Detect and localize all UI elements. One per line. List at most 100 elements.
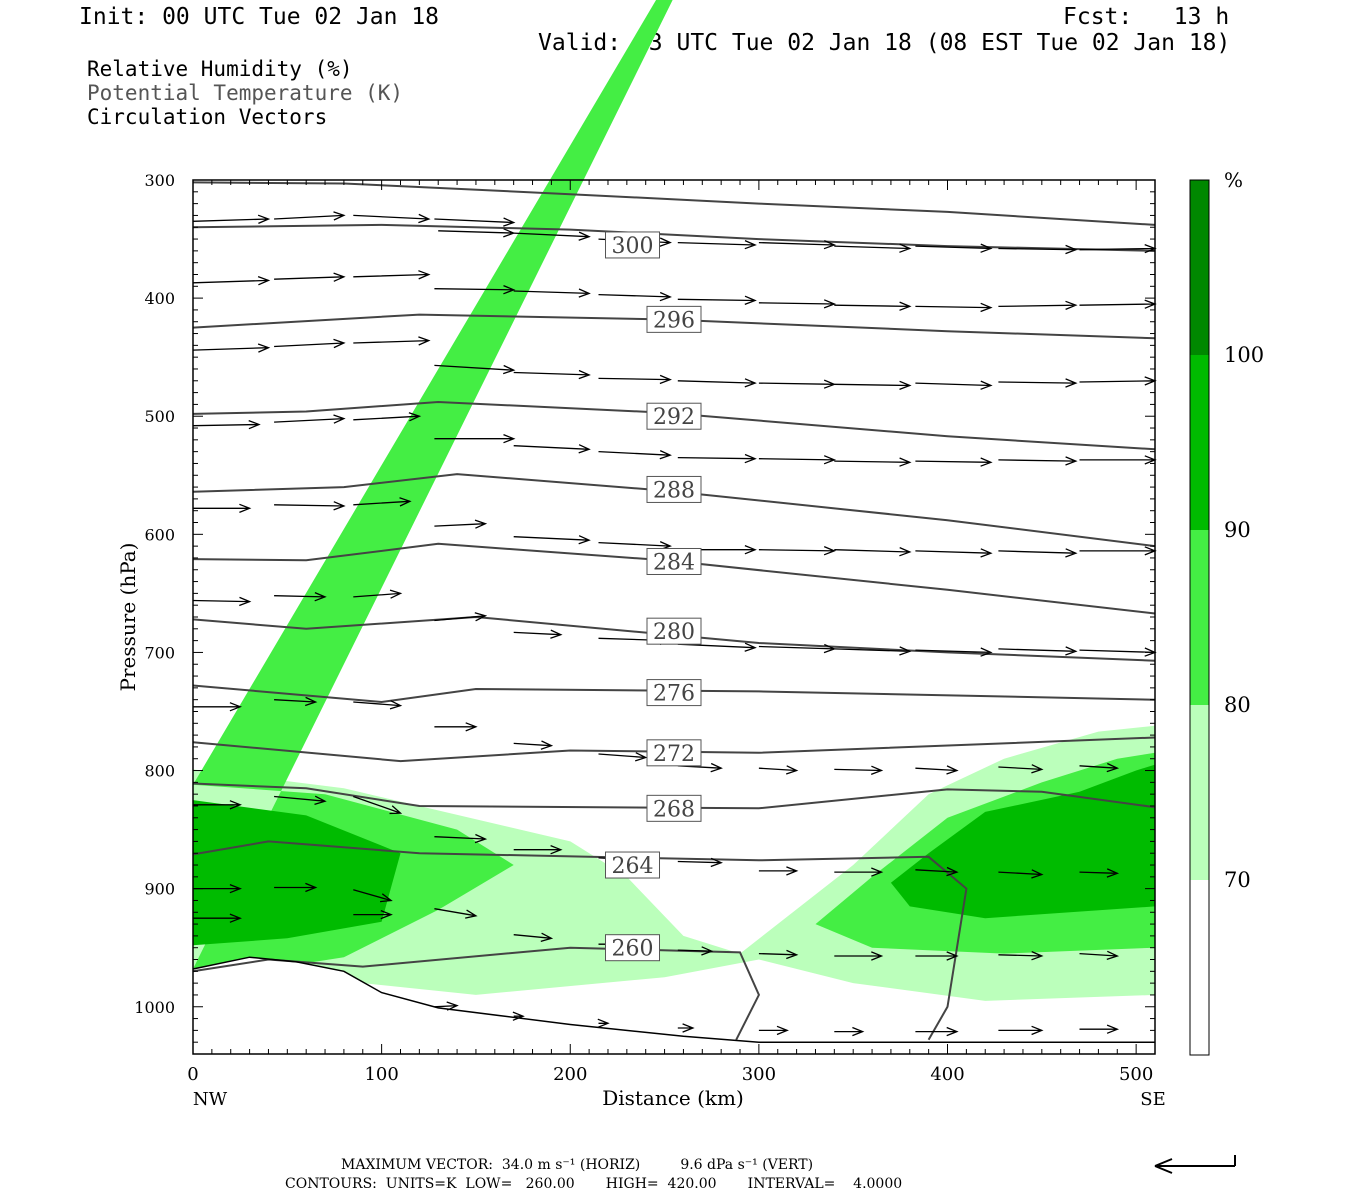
- circulation-vector: [353, 589, 403, 599]
- theta-label: 264: [612, 854, 654, 879]
- circulation-vector: [434, 612, 488, 622]
- circulation-vector: [834, 867, 884, 877]
- colorbar-level-label: 70: [1224, 868, 1251, 892]
- circulation-vector: [274, 211, 346, 221]
- circulation-vector: [192, 419, 261, 430]
- circulation-vector: [353, 497, 412, 507]
- x-tick-label: 100: [364, 1064, 398, 1085]
- rh-80-region-left: [193, 0, 673, 969]
- circulation-vector: [513, 932, 554, 943]
- circulation-vector: [353, 412, 422, 422]
- colorbar-level-label: 80: [1224, 693, 1251, 717]
- circulation-vector: [434, 908, 478, 919]
- colorbar-unit: %: [1224, 168, 1243, 192]
- circulation-vector: [434, 433, 516, 444]
- x-tick-label: 0: [187, 1064, 198, 1085]
- circulation-vector: [434, 722, 478, 732]
- circulation-vector: [192, 596, 252, 607]
- x-end-label-left: NW: [193, 1089, 228, 1110]
- circulation-vector: [915, 302, 993, 313]
- init-time: Init: 00 UTC Tue 02 Jan 18: [79, 4, 440, 30]
- legend-potential-temperature: Potential Temperature (K): [87, 81, 404, 105]
- legend-relative-humidity: Relative Humidity (%): [87, 57, 353, 81]
- circulation-vector: [274, 696, 318, 707]
- circulation-vector: [677, 857, 723, 868]
- theta-label: 300: [612, 234, 654, 259]
- y-tick-label: 800: [144, 762, 175, 781]
- theta-label-box: [646, 794, 702, 822]
- circulation-vector: [998, 300, 1078, 311]
- circulation-vector: [1079, 455, 1157, 465]
- circulation-vector: [677, 642, 757, 652]
- circulation-vector: [998, 951, 1044, 961]
- circulation-vector: [513, 740, 554, 750]
- below-ground: [193, 957, 1155, 1054]
- circulation-vector: [834, 457, 912, 467]
- circulation-vector: [998, 548, 1078, 558]
- rh-fill-layer: [193, 0, 1155, 1054]
- circulation-vector: [1079, 647, 1157, 657]
- y-tick-label: 300: [144, 171, 175, 190]
- circulation-vector: [998, 244, 1078, 255]
- circulation-vector: [758, 379, 837, 389]
- circulation-vector: [915, 765, 959, 775]
- circulation-vector: [192, 214, 271, 224]
- circulation-vector: [1079, 1024, 1120, 1034]
- theta-contour-line: [192, 782, 1156, 810]
- circulation-vector: [513, 231, 591, 241]
- circulation-vector: [915, 380, 993, 390]
- theta-contour-line: [192, 615, 1156, 662]
- circulation-vector: [192, 343, 271, 353]
- x-tick-label: 500: [1119, 1064, 1153, 1085]
- circulation-vector: [513, 629, 563, 639]
- circulation-vector: [834, 547, 912, 557]
- circulation-vector: [834, 380, 912, 391]
- circulation-vector: [512, 1011, 525, 1021]
- circulation-vector: [513, 288, 591, 298]
- circulation-vector: [353, 889, 393, 903]
- rh-90-region-left: [193, 800, 401, 946]
- theta-contour-line: [192, 840, 968, 1041]
- circulation-vector: [434, 284, 516, 295]
- circulation-vector: [434, 217, 516, 227]
- circulation-vector: [677, 1023, 695, 1033]
- y-axis-title: Pressure (hPa): [116, 543, 140, 692]
- circulation-vector: [274, 795, 327, 806]
- circulation-vector: [1079, 546, 1157, 556]
- circulation-vector: [998, 378, 1078, 388]
- circulation-vector: [193, 913, 242, 923]
- circulation-vector-layer: [192, 211, 1157, 1037]
- circulation-vector: [438, 228, 516, 238]
- circulation-vector: [597, 1018, 610, 1029]
- circulation-vector: [677, 453, 757, 464]
- circulation-vector: [598, 752, 648, 762]
- theta-label: 272: [653, 742, 695, 767]
- theta-contour-line: [192, 473, 1156, 548]
- y-tick-label: 1000: [134, 998, 175, 1017]
- y-tick-label: 400: [144, 289, 175, 308]
- theta-label-box: [605, 934, 661, 962]
- circulation-vector: [1079, 299, 1157, 309]
- circulation-vector: [353, 270, 431, 280]
- circulation-vector: [677, 295, 757, 306]
- circulation-vector: [998, 764, 1044, 774]
- theta-label: 268: [653, 797, 695, 822]
- circulation-vector: [434, 519, 488, 529]
- circulation-vector: [915, 647, 993, 657]
- circulation-vector: [513, 844, 563, 855]
- circulation-vector: [598, 450, 672, 460]
- circulation-vector: [834, 646, 912, 656]
- y-tick-label: 600: [144, 525, 175, 544]
- circulation-vector: [434, 1001, 459, 1011]
- circulation-vector: [758, 765, 799, 775]
- contour-note: CONTOURS: UNITS=K LOW= 260.00 HIGH= 420.…: [285, 1176, 903, 1192]
- circulation-vector: [915, 951, 959, 961]
- circulation-vector: [915, 548, 993, 558]
- circulation-vector: [1079, 762, 1120, 773]
- reference-vector-icon: [1154, 1155, 1236, 1174]
- x-tick-label: 300: [742, 1064, 776, 1085]
- theta-label-box: [646, 547, 702, 575]
- circulation-vector: [677, 946, 714, 956]
- theta-label: 292: [653, 405, 695, 430]
